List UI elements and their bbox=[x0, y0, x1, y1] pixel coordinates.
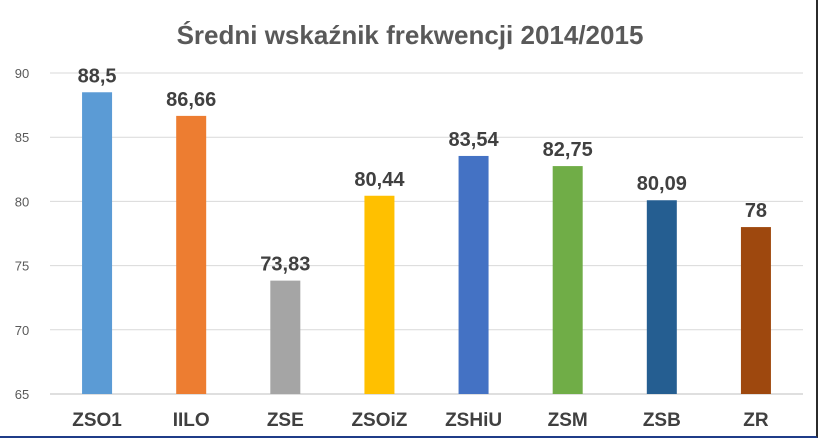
data-label: 83,54 bbox=[449, 129, 500, 151]
category-label: ZSHiU bbox=[445, 410, 502, 431]
data-label: 82,75 bbox=[543, 139, 593, 161]
bar bbox=[364, 195, 395, 394]
data-label: 78 bbox=[745, 200, 767, 222]
category-label: ZR bbox=[743, 410, 769, 431]
y-tick-label: 70 bbox=[15, 323, 29, 338]
chart-title: Średni wskaźnik frekwencji 2014/2015 bbox=[176, 20, 644, 50]
y-tick-label: 65 bbox=[15, 387, 29, 402]
bar bbox=[176, 115, 207, 395]
category-label: ZSM bbox=[548, 410, 588, 431]
data-label: 88,5 bbox=[78, 65, 117, 87]
category-label: ZSO1 bbox=[72, 410, 122, 431]
bar bbox=[458, 155, 489, 394]
bar bbox=[82, 92, 113, 394]
data-label: 73,83 bbox=[260, 254, 310, 276]
data-label: 86,66 bbox=[166, 89, 216, 111]
data-label: 80,09 bbox=[637, 173, 687, 195]
category-label: ZSB bbox=[643, 410, 681, 431]
y-tick-label: 75 bbox=[15, 259, 29, 274]
category-label: ZSE bbox=[267, 410, 304, 431]
bar bbox=[646, 200, 677, 394]
y-tick-label: 85 bbox=[15, 130, 29, 145]
category-label: IILO bbox=[173, 410, 210, 431]
y-tick-label: 80 bbox=[15, 194, 29, 209]
bar bbox=[740, 227, 771, 394]
category-label: ZSOiZ bbox=[351, 410, 407, 431]
y-tick-label: 90 bbox=[15, 66, 29, 81]
bar-chart: 65 70 75 80 85 90 88,5 ZSO1 86,66 IILO 73,83 ZSE 80,… bbox=[15, 65, 803, 431]
bar bbox=[270, 280, 301, 394]
bar bbox=[552, 166, 583, 394]
data-label: 80,44 bbox=[354, 169, 405, 191]
